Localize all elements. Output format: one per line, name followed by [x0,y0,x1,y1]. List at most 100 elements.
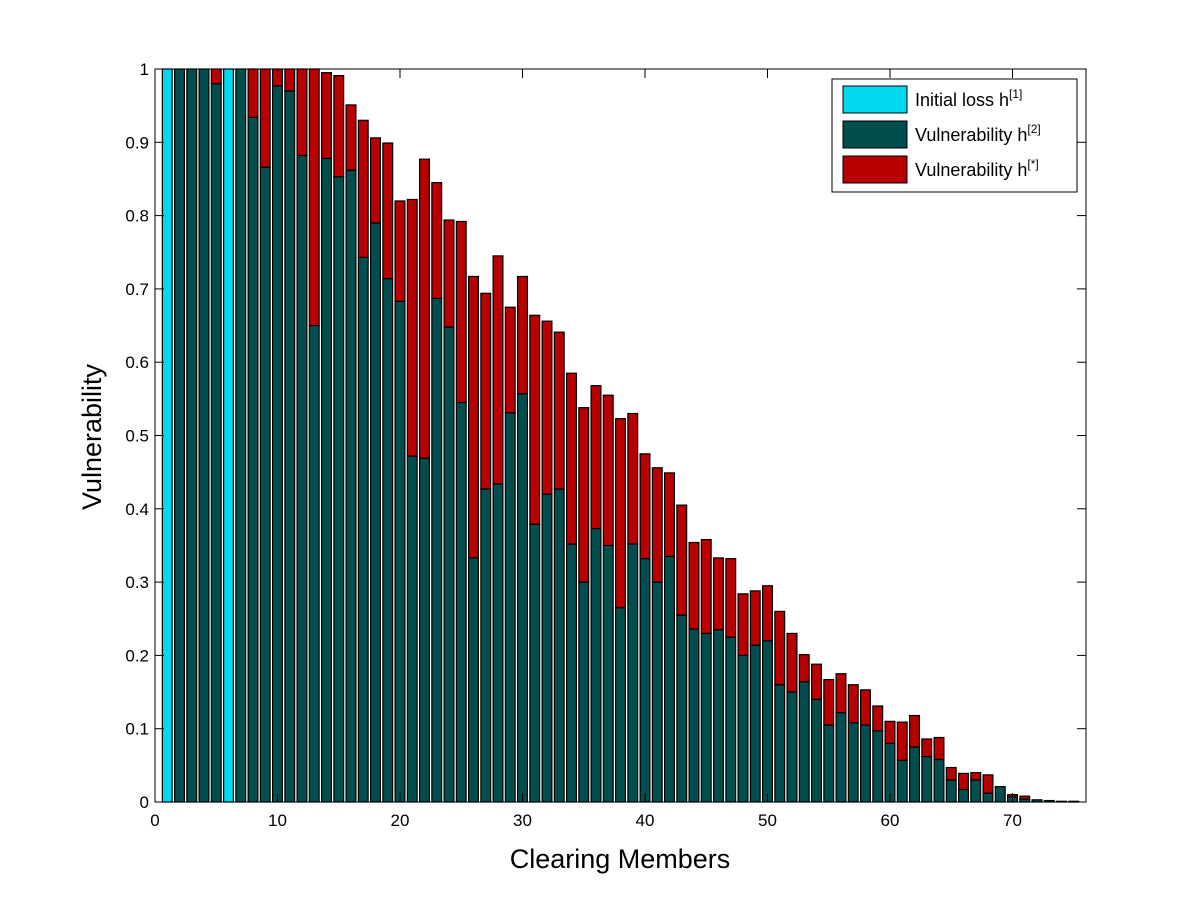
bar-vulnerability-2-41 [651,581,663,803]
bar-vulnerability-star-40 [639,453,651,560]
bar-vulnerability-2-49 [749,644,761,803]
x-tick-label-40: 40 [636,811,655,830]
y-tick-label-0.9: 0.9 [125,133,149,152]
bar-vulnerability-star-62 [908,714,920,748]
bar-vulnerability-2-21 [406,455,418,803]
y-tick-label-0.3: 0.3 [125,573,149,592]
bar-vulnerability-2-33 [553,488,565,803]
bar-vulnerability-star-65 [945,766,957,781]
bar-vulnerability-2-61 [896,759,908,803]
bar-vulnerability-2-38 [614,607,626,803]
bar-initial-loss-6 [223,68,235,803]
bar-vulnerability-star-14 [321,72,333,160]
x-axis-title: Clearing Members [510,844,731,874]
x-tick-label-0: 0 [150,811,159,830]
bar-vulnerability-star-54 [810,663,822,700]
bar-vulnerability-2-5 [210,83,222,803]
bar-vulnerability-2-35 [578,581,590,803]
bar-vulnerability-2-32 [541,493,553,803]
bar-vulnerability-2-16 [345,169,357,803]
bar-vulnerability-star-35 [578,407,590,583]
bar-vulnerability-2-2 [174,68,186,803]
bar-vulnerability-2-53 [798,681,810,803]
plot-area-border [154,68,1087,803]
bar-vulnerability-star-41 [651,467,663,583]
bar-vulnerability-2-11 [284,90,296,803]
bar-vulnerability-2-40 [639,558,651,803]
bar-vulnerability-star-13 [308,68,320,327]
y-tick-label-0.2: 0.2 [125,646,149,665]
bar-vulnerability-star-5 [210,68,222,85]
bar-vulnerability-star-64 [933,736,945,761]
bar-vulnerability-2-43 [676,614,688,803]
bar-vulnerability-2-52 [786,691,798,803]
y-tick-label-0.8: 0.8 [125,207,149,226]
bar-vulnerability-star-48 [737,593,749,657]
bar-vulnerability-star-23 [431,182,443,300]
y-tick-label-0: 0 [140,793,149,812]
bar-vulnerability-2-67 [970,779,982,803]
bar-vulnerability-star-32 [541,320,553,495]
bar-vulnerability-star-25 [455,220,467,404]
bar-vulnerability-star-21 [406,198,418,457]
x-tick-label-10: 10 [268,811,287,830]
bar-vulnerability-star-18 [370,137,382,224]
bar-vulnerability-star-19 [382,142,394,280]
bar-vulnerability-2-44 [688,628,700,803]
bar-vulnerability-star-49 [749,590,761,646]
bar-vulnerability-2-23 [431,297,443,803]
bar-vulnerability-2-30 [516,393,528,803]
bar-vulnerability-star-55 [823,678,835,726]
bar-vulnerability-star-57 [847,684,859,724]
bar-vulnerability-star-42 [663,472,675,558]
y-tick-label-0.6: 0.6 [125,353,149,372]
bar-vulnerability-star-16 [345,104,357,171]
bar-vulnerability-star-46 [712,557,724,631]
bar-vulnerability-2-18 [370,222,382,803]
y-tick-label-1: 1 [140,60,149,79]
x-tick-label-30: 30 [513,811,532,830]
x-tick-label-70: 70 [1003,811,1022,830]
bar-vulnerability-star-38 [614,418,626,609]
bar-vulnerability-star-67 [970,772,982,781]
x-tick-label-50: 50 [758,811,777,830]
bar-vulnerability-star-53 [798,654,810,683]
legend-label-initial-loss: Initial loss h[1] [915,87,1022,110]
bar-vulnerability-2-28 [492,483,504,803]
bar-vulnerability-2-13 [308,324,320,803]
bar-vulnerability-2-3 [186,68,198,803]
bar-vulnerability-2-7 [235,68,247,803]
bar-vulnerability-2-19 [382,278,394,803]
bar-vulnerability-2-66 [957,788,969,803]
bar-vulnerability-2-59 [872,730,884,803]
bar-vulnerability-2-57 [847,722,859,803]
bar-vulnerability-2-9 [259,166,271,803]
bar-vulnerability-star-63 [921,738,933,758]
y-tick-label-0.1: 0.1 [125,720,149,739]
bar-vulnerability-2-45 [700,632,712,803]
x-tick-label-20: 20 [391,811,410,830]
bar-vulnerability-2-29 [504,412,516,803]
legend-label-vulnerability-star: Vulnerability h[*] [915,157,1039,180]
bar-vulnerability-star-50 [761,585,773,642]
bar-vulnerability-star-20 [394,200,406,302]
legend-swatch-initial-loss [842,85,908,114]
bar-vulnerability-2-39 [627,543,639,803]
ticks-layer: 0 10 20 30 40 50 60 70 0 0.1 0.2 0.3 0.4 0.5 0.6 0.7 0.8… [125,60,1086,830]
bar-vulnerability-2-12 [296,154,308,803]
bar-vulnerability-star-24 [443,219,455,328]
bar-vulnerability-2-62 [908,746,920,803]
bar-vulnerability-star-33 [553,331,565,490]
bar-vulnerability-star-44 [688,541,700,630]
bar-vulnerability-star-26 [468,275,480,559]
bar-vulnerability-2-55 [823,724,835,803]
bar-vulnerability-star-51 [774,610,786,686]
bar-vulnerability-star-61 [896,721,908,761]
x-tick-label-60: 60 [881,811,900,830]
bar-vulnerability-2-48 [737,654,749,803]
bar-vulnerability-star-71 [1019,795,1031,800]
bar-vulnerability-2-17 [357,256,369,803]
bar-vulnerability-star-28 [492,255,504,485]
bar-vulnerability-2-26 [468,557,480,803]
